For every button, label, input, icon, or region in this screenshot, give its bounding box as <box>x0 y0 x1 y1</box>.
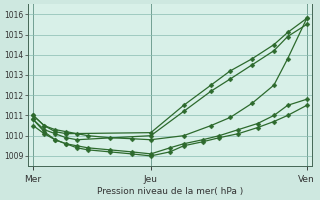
X-axis label: Pression niveau de la mer( hPa ): Pression niveau de la mer( hPa ) <box>97 187 243 196</box>
